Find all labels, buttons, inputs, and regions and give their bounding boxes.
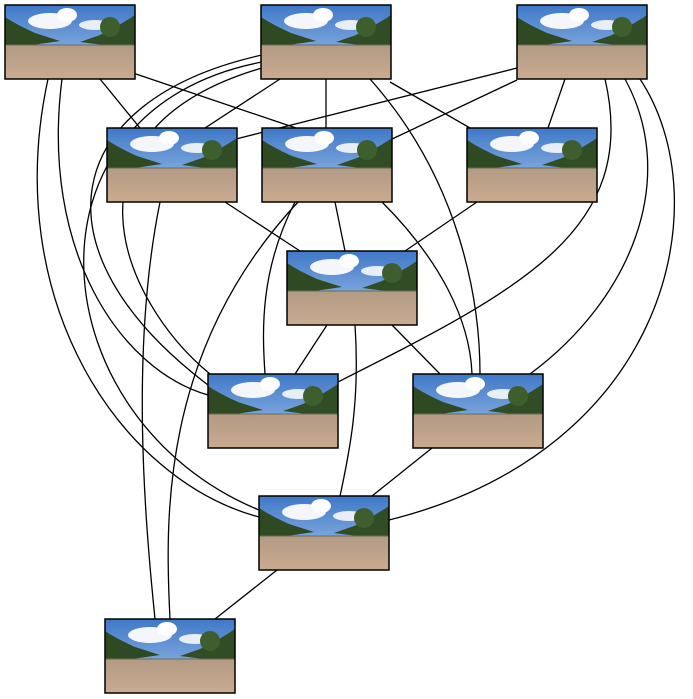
edge (404, 201, 478, 252)
thumbnail (106, 127, 238, 203)
edge (122, 67, 263, 375)
thumbnail (104, 618, 236, 694)
thumbnail (286, 250, 418, 326)
edges (36, 54, 675, 620)
edge (371, 447, 433, 497)
edge (36, 78, 260, 518)
edge (204, 78, 281, 129)
edge (339, 324, 357, 497)
edge (334, 201, 346, 252)
edge (90, 54, 263, 386)
edge (129, 71, 297, 129)
edge (167, 201, 299, 620)
edge (83, 61, 263, 511)
thumbnail (516, 4, 648, 80)
edge (141, 201, 161, 620)
edge (389, 79, 518, 141)
thumbnail (466, 127, 598, 203)
edge (388, 78, 675, 521)
thumbnail (260, 4, 392, 80)
edge (369, 78, 481, 375)
thumbnail (207, 373, 339, 449)
thumbnail (4, 4, 136, 80)
thumbnail (258, 495, 390, 571)
edge (381, 201, 473, 375)
thumbnail (261, 127, 393, 203)
edge (294, 324, 328, 375)
edge (529, 78, 649, 375)
nodes (4, 4, 648, 694)
edge (99, 78, 141, 129)
thumbnail (412, 373, 544, 449)
edge (391, 324, 441, 375)
edge (224, 201, 301, 252)
edge (337, 78, 612, 383)
edge (262, 201, 296, 375)
edge (57, 78, 209, 396)
edge (547, 78, 566, 129)
edge (214, 569, 278, 620)
edge (389, 81, 471, 129)
